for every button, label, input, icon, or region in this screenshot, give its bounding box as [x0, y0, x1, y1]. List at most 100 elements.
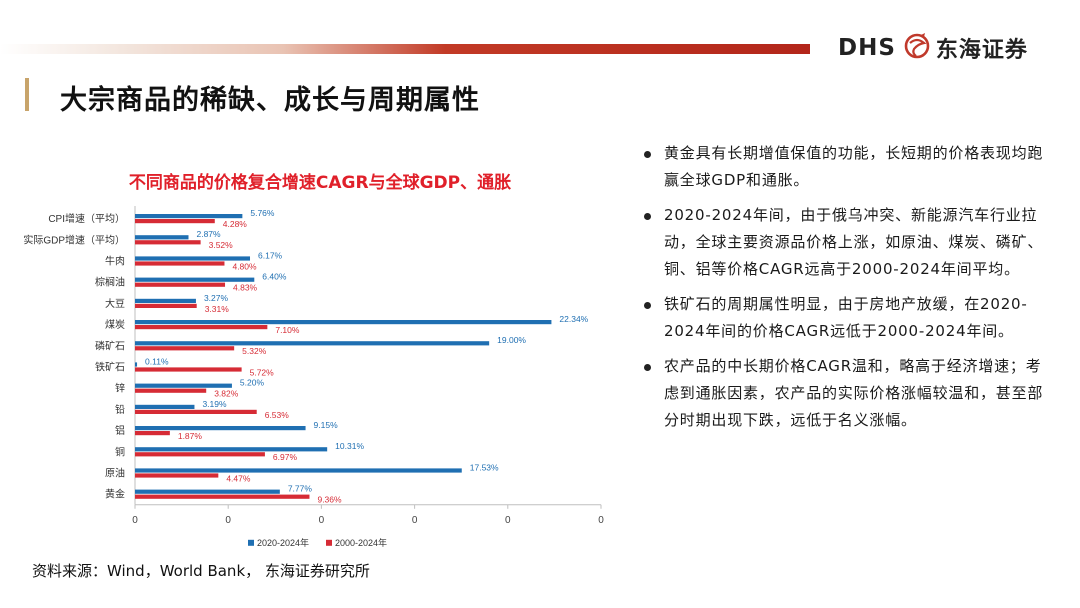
bar-2020-2024 — [135, 277, 255, 282]
bar-2000-2024 — [135, 282, 226, 287]
bar-2000-2024 — [135, 219, 215, 224]
bullet-item: 农产品的中长期价格CAGR温和，略高于经济增速；考虑到通胀因素，农产品的实际价格… — [640, 353, 1050, 434]
bar-2020-2024 — [135, 362, 138, 367]
bar-2020-2024 — [135, 468, 462, 473]
bar-2000-2024 — [135, 261, 225, 266]
bar-2000-2024 — [135, 473, 219, 478]
data-label-2020-2024: 6.40% — [262, 272, 287, 282]
data-label-2000-2024: 4.47% — [226, 473, 251, 483]
category-label: 铜 — [115, 446, 125, 458]
category-label: 铝 — [115, 425, 125, 437]
category-label: 棕榈油 — [95, 276, 125, 289]
data-label-2020-2024: 22.34% — [559, 314, 588, 324]
data-label-2020-2024: 7.77% — [288, 484, 313, 494]
source-note: 资料来源：Wind，World Bank， 东海证券研究所 — [32, 562, 370, 580]
bullet-item: 铁矿石的周期属性明显，由于房地产放缓，在2020-2024年间的价格CAGR远低… — [640, 291, 1050, 345]
chart-plot-area: CPI增速（平均） 5.76%4.28% 实际GDP增速（平均） 2.87%3.52%… — [23, 206, 604, 548]
bullet-dot-icon — [644, 302, 651, 309]
category-label: 原油 — [105, 467, 125, 480]
data-label-2020-2024: 10.31% — [335, 441, 364, 451]
category-label: 铅 — [115, 403, 125, 416]
bar-2000-2024 — [135, 388, 207, 393]
bullet-dot-icon — [644, 213, 651, 220]
bar-2000-2024 — [135, 346, 235, 351]
bullet-text: 铁矿石的周期属性明显，由于房地产放缓，在2020-2024年间的价格CAGR远低… — [664, 295, 1028, 340]
cagr-bar-chart: CPI增速（平均） 5.76%4.28% 实际GDP增速（平均） 2.87%3.52%… — [23, 206, 604, 548]
dragon-logo-icon — [902, 31, 932, 65]
bullet-item: 黄金具有长期增值保值的功能，长短期的价格表现均跑赢全球GDP和通胀。 — [640, 140, 1050, 194]
header-accent-bar — [0, 44, 810, 54]
bar-2000-2024 — [135, 431, 170, 436]
data-label-2000-2024: 3.82% — [214, 389, 239, 399]
bar-2000-2024 — [135, 494, 310, 499]
bar-2020-2024 — [135, 341, 490, 346]
bar-2020-2024 — [135, 320, 552, 325]
data-label-2020-2024: 6.17% — [258, 250, 283, 260]
x-tick-label: 0 — [225, 515, 231, 526]
data-label-2020-2024: 0.11% — [145, 356, 169, 366]
bullet-list: 黄金具有长期增值保值的功能，长短期的价格表现均跑赢全球GDP和通胀。 2020-… — [640, 140, 1050, 442]
category-label: 牛肉 — [105, 255, 125, 268]
category-label: CPI增速（平均） — [48, 212, 125, 225]
category-label: 磷矿石 — [95, 339, 125, 352]
data-label-2000-2024: 1.87% — [178, 431, 203, 441]
x-tick-label: 0 — [319, 515, 325, 526]
legend-label: 2000-2024年 — [335, 537, 387, 548]
bar-2000-2024 — [135, 452, 265, 457]
data-label-2020-2024: 5.20% — [240, 378, 265, 388]
chart-title: 不同商品的价格复合增速CAGR与全球GDP、通胀 — [128, 173, 512, 193]
data-label-2000-2024: 7.10% — [275, 325, 300, 335]
bar-2020-2024 — [135, 383, 232, 388]
bar-2000-2024 — [135, 367, 242, 372]
bullet-item: 2020-2024年间，由于俄乌冲突、新能源汽车行业拉动，全球主要资源品价格上涨… — [640, 202, 1050, 283]
page-title: 大宗商品的稀缺、成长与周期属性 — [60, 85, 480, 116]
bar-2000-2024 — [135, 240, 201, 245]
data-label-2020-2024: 2.87% — [196, 229, 221, 239]
data-label-2000-2024: 4.28% — [223, 219, 248, 229]
brand-latin: DHS — [838, 35, 896, 61]
x-tick-label: 0 — [412, 515, 418, 526]
category-label: 大豆 — [105, 297, 125, 310]
category-label: 煤炭 — [105, 318, 125, 331]
bar-2020-2024 — [135, 447, 328, 452]
data-label-2020-2024: 5.76% — [250, 208, 275, 218]
brand-logo-group: DHS 东海证券 — [838, 30, 1028, 66]
data-label-2000-2024: 4.80% — [232, 261, 257, 271]
data-label-2000-2024: 5.32% — [242, 346, 267, 356]
category-label: 铁矿石 — [95, 361, 125, 374]
bar-2020-2024 — [135, 256, 251, 261]
data-label-2000-2024: 3.31% — [205, 304, 230, 314]
data-label-2000-2024: 3.52% — [209, 240, 234, 250]
data-label-2000-2024: 5.72% — [250, 367, 275, 377]
data-label-2000-2024: 4.83% — [233, 283, 258, 293]
bar-2000-2024 — [135, 303, 197, 308]
data-label-2020-2024: 19.00% — [497, 335, 526, 345]
bar-2020-2024 — [135, 214, 243, 219]
data-label-2000-2024: 9.36% — [317, 495, 342, 505]
bullet-text: 农产品的中长期价格CAGR温和，略高于经济增速；考虑到通胀因素，农产品的实际价格… — [664, 357, 1044, 429]
data-label-2020-2024: 9.15% — [314, 420, 339, 430]
title-accent-bar — [25, 78, 29, 111]
bar-2020-2024 — [135, 489, 280, 494]
bar-2020-2024 — [135, 404, 195, 409]
category-label: 实际GDP增速（平均） — [23, 233, 125, 246]
legend-swatch — [326, 539, 332, 546]
brand-chinese: 东海证券 — [935, 38, 1028, 63]
bar-2020-2024 — [135, 235, 189, 240]
bar-2000-2024 — [135, 325, 268, 330]
bullet-text: 黄金具有长期增值保值的功能，长短期的价格表现均跑赢全球GDP和通胀。 — [664, 144, 1044, 189]
x-tick-label: 0 — [505, 515, 511, 526]
x-tick-label: 0 — [598, 515, 604, 526]
data-label-2000-2024: 6.97% — [273, 452, 298, 462]
bar-2020-2024 — [135, 298, 196, 303]
bullet-dot-icon — [644, 151, 651, 158]
bar-2000-2024 — [135, 409, 257, 414]
bar-2020-2024 — [135, 426, 306, 431]
bullet-dot-icon — [644, 364, 651, 371]
data-label-2000-2024: 6.53% — [265, 410, 290, 420]
data-label-2020-2024: 3.27% — [204, 293, 229, 303]
legend-swatch — [248, 539, 254, 546]
bullet-text: 2020-2024年间，由于俄乌冲突、新能源汽车行业拉动，全球主要资源品价格上涨… — [664, 206, 1044, 278]
data-label-2020-2024: 17.53% — [470, 462, 499, 472]
data-label-2020-2024: 3.19% — [202, 399, 227, 409]
